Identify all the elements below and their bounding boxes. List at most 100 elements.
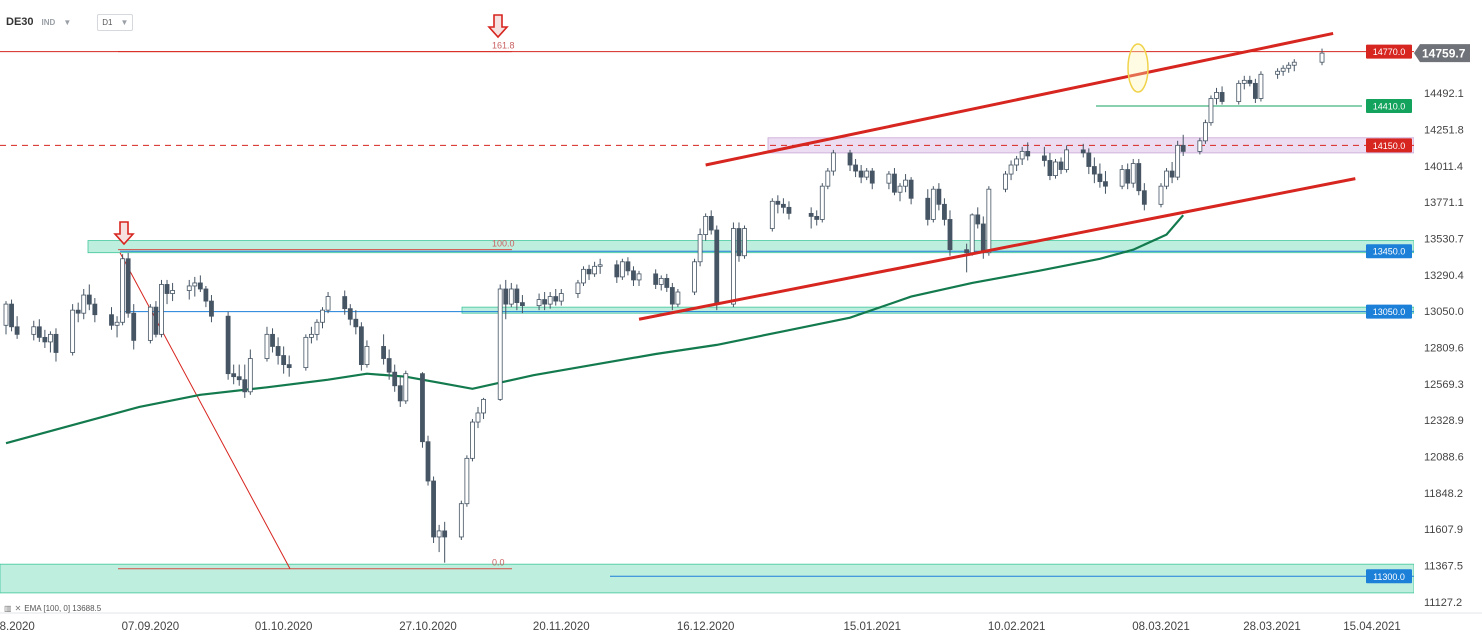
- candle-body-up: [1008, 164, 1014, 175]
- down-arrow-sep-high: [113, 221, 135, 246]
- candle-body-up: [1197, 140, 1203, 152]
- candle: [1197, 137, 1203, 155]
- candle-body-up: [1014, 158, 1020, 166]
- price-tick-label: 14251.8: [1424, 124, 1464, 136]
- candle: [1208, 95, 1214, 126]
- candle: [814, 210, 820, 226]
- symbol-dropdown-icon[interactable]: ▼: [63, 17, 72, 27]
- candle-body-up: [903, 179, 908, 187]
- price-tick-label: 14011.4: [1424, 161, 1463, 173]
- candle: [658, 275, 664, 291]
- candle: [425, 435, 431, 486]
- candle-body-up: [303, 336, 309, 369]
- candle-body-down: [386, 358, 392, 373]
- candle-body-down: [1091, 166, 1097, 175]
- candle-body-up: [864, 170, 870, 178]
- candle: [420, 372, 425, 448]
- candle: [431, 476, 436, 544]
- candle-body-down: [714, 229, 720, 305]
- candle-body-down: [1058, 161, 1064, 170]
- candle: [1130, 158, 1136, 188]
- candle-body-up: [508, 288, 514, 305]
- candle-body-down: [281, 355, 287, 365]
- candle: [1291, 59, 1297, 72]
- candle: [403, 370, 409, 404]
- candle-body-up: [1158, 185, 1164, 205]
- candle: [886, 171, 892, 190]
- level-tag-11300.0[interactable]: [1366, 569, 1412, 584]
- candle: [70, 304, 76, 356]
- candle: [92, 298, 98, 323]
- candle: [1058, 157, 1064, 175]
- candle: [186, 279, 192, 300]
- candle: [930, 186, 936, 223]
- candle-body-down: [1136, 163, 1142, 192]
- level-tag-text: 13450.0: [1373, 247, 1406, 257]
- candle-body-down: [231, 373, 237, 378]
- candle: [542, 292, 548, 311]
- candle-body-up: [1291, 61, 1297, 66]
- price-axis[interactable]: 14770.0 14410.0 14150.0 13450.0 13050.0 11300…: [1366, 0, 1482, 643]
- candle-body-up: [475, 412, 481, 423]
- level-tag-14770.0[interactable]: [1366, 44, 1412, 59]
- time-tick-label: 15.01.2021: [843, 621, 901, 633]
- candle: [209, 295, 214, 323]
- candle-body-down: [236, 376, 242, 381]
- candle: [153, 301, 159, 338]
- candle: [197, 275, 203, 293]
- candle-body-down: [1169, 170, 1175, 178]
- current-price-text: 14759.7: [1422, 47, 1466, 61]
- candle-body-down: [270, 333, 275, 347]
- candle-body-up: [769, 200, 775, 229]
- candlesticks: [3, 48, 1325, 563]
- candle: [825, 168, 831, 190]
- indicator-legend[interactable]: ▥ ✕ EMA [100, 0] 13688.5: [4, 604, 101, 613]
- candle: [1164, 168, 1169, 190]
- candle: [114, 316, 120, 338]
- candle-body-up: [1175, 144, 1181, 178]
- candle-body-up: [886, 173, 892, 184]
- price-tick-label: 13771.1: [1424, 197, 1464, 209]
- candle: [975, 207, 981, 229]
- candle: [736, 222, 742, 262]
- candle: [342, 290, 348, 315]
- candle-body-down: [225, 315, 231, 375]
- price-tick-label: 11607.9: [1424, 524, 1463, 536]
- candle-body-up: [309, 333, 314, 338]
- candle: [1097, 163, 1103, 188]
- candle: [847, 149, 853, 172]
- candle-body-down: [358, 326, 364, 365]
- candle-body-down: [42, 336, 48, 343]
- symbol-label[interactable]: DE30: [6, 16, 34, 28]
- candle: [325, 292, 331, 314]
- level-tag-14150.0[interactable]: [1366, 138, 1412, 153]
- candle: [1136, 158, 1142, 196]
- chart-icon[interactable]: ▥: [4, 604, 12, 613]
- candle: [1203, 119, 1208, 144]
- time-axis[interactable]: 12.08.2020 07.09.2020 01.10.2020 27.10.2020…: [0, 612, 1482, 633]
- candle: [120, 254, 126, 326]
- candle-body-down: [1252, 82, 1258, 99]
- candle-body-down: [520, 302, 525, 307]
- close-icon[interactable]: ✕: [14, 604, 22, 613]
- level-tag-14410.0[interactable]: [1366, 99, 1412, 114]
- candle: [442, 521, 448, 563]
- candle: [242, 364, 248, 398]
- down-arrow-fib-target: [487, 14, 509, 39]
- candle: [903, 174, 908, 193]
- level-tag-13050.0[interactable]: [1366, 304, 1412, 319]
- candle: [708, 210, 714, 235]
- current-price-tag[interactable]: [1414, 44, 1470, 63]
- candle: [830, 149, 836, 176]
- candle: [925, 189, 931, 226]
- level-tag-13450.0[interactable]: [1366, 244, 1412, 259]
- candle: [697, 228, 703, 267]
- candle-body-up: [192, 282, 198, 287]
- candle-body-down: [980, 223, 986, 254]
- candle-body-up: [597, 264, 603, 267]
- candle: [1258, 71, 1264, 102]
- timeframe-select[interactable]: D1 ▼: [97, 13, 134, 31]
- candle-body-down: [109, 314, 114, 326]
- candle-body-down: [286, 364, 292, 369]
